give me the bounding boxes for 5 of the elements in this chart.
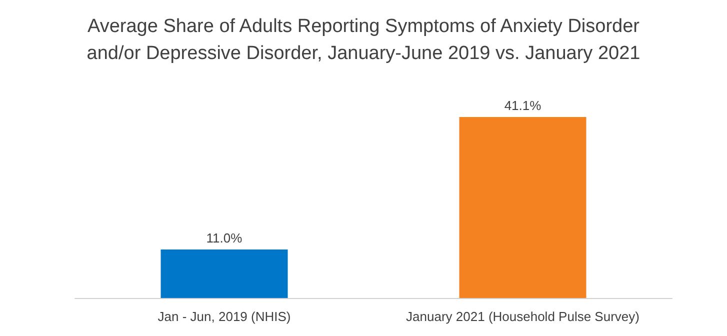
x-tick-label: January 2021 (Household Pulse Survey) <box>406 309 640 324</box>
x-tick-label: Jan - Jun, 2019 (NHIS) <box>158 309 291 324</box>
data-label: 41.1% <box>504 98 542 113</box>
chart-title: Average Share of Adults Reporting Symptoms of Anxiety Disorder and/or Depressive Disorder, January-June 2019 vs. January 2021 <box>86 16 640 64</box>
data-label: 11.0% <box>206 230 243 246</box>
